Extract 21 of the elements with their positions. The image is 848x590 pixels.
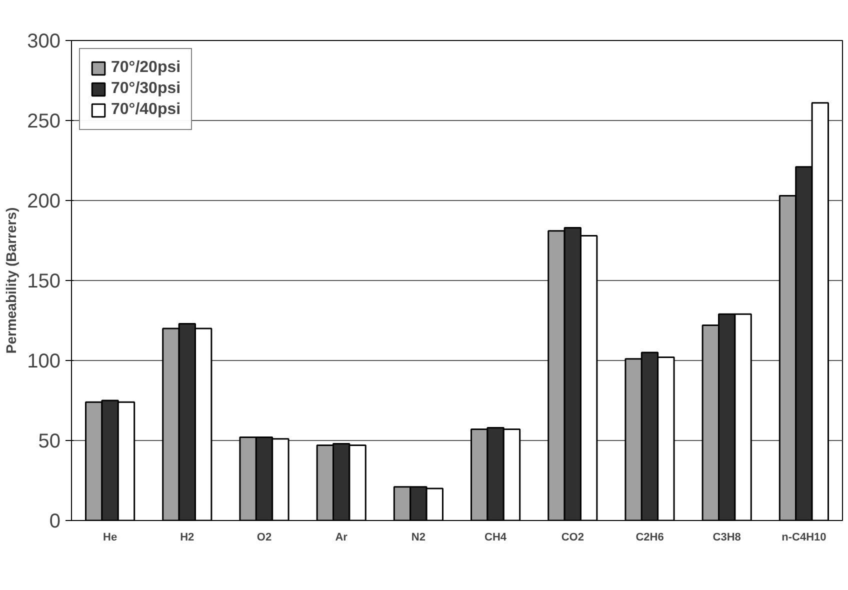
x-tick-label: CH4 xyxy=(484,532,508,544)
y-tick-label: 250 xyxy=(27,110,61,132)
y-tick-label: 0 xyxy=(49,510,60,532)
x-tick-label: n-C4H10 xyxy=(782,532,826,544)
x-tick-label: O2 xyxy=(256,532,272,544)
x-tick-label: C3H8 xyxy=(712,532,741,544)
y-axis-title: Permeability (Barrers) xyxy=(3,207,20,354)
legend-label: 70°/40psi xyxy=(111,101,181,119)
x-tick-label: CO2 xyxy=(561,532,584,544)
x-tick-label: N2 xyxy=(411,532,426,544)
y-tick-label: 300 xyxy=(27,30,61,52)
y-tick-label: 100 xyxy=(27,350,61,372)
legend-label: 70°/20psi xyxy=(111,59,181,77)
x-tick-label: C2H6 xyxy=(636,532,664,544)
x-tick-label: He xyxy=(103,532,118,544)
x-tick-label: H2 xyxy=(180,532,194,544)
x-tick-label: Ar xyxy=(335,532,348,544)
y-tick-label: 50 xyxy=(38,430,61,452)
y-tick-label: 200 xyxy=(27,190,61,212)
legend-label: 70°/30psi xyxy=(111,80,181,98)
y-tick-label: 150 xyxy=(27,270,61,292)
